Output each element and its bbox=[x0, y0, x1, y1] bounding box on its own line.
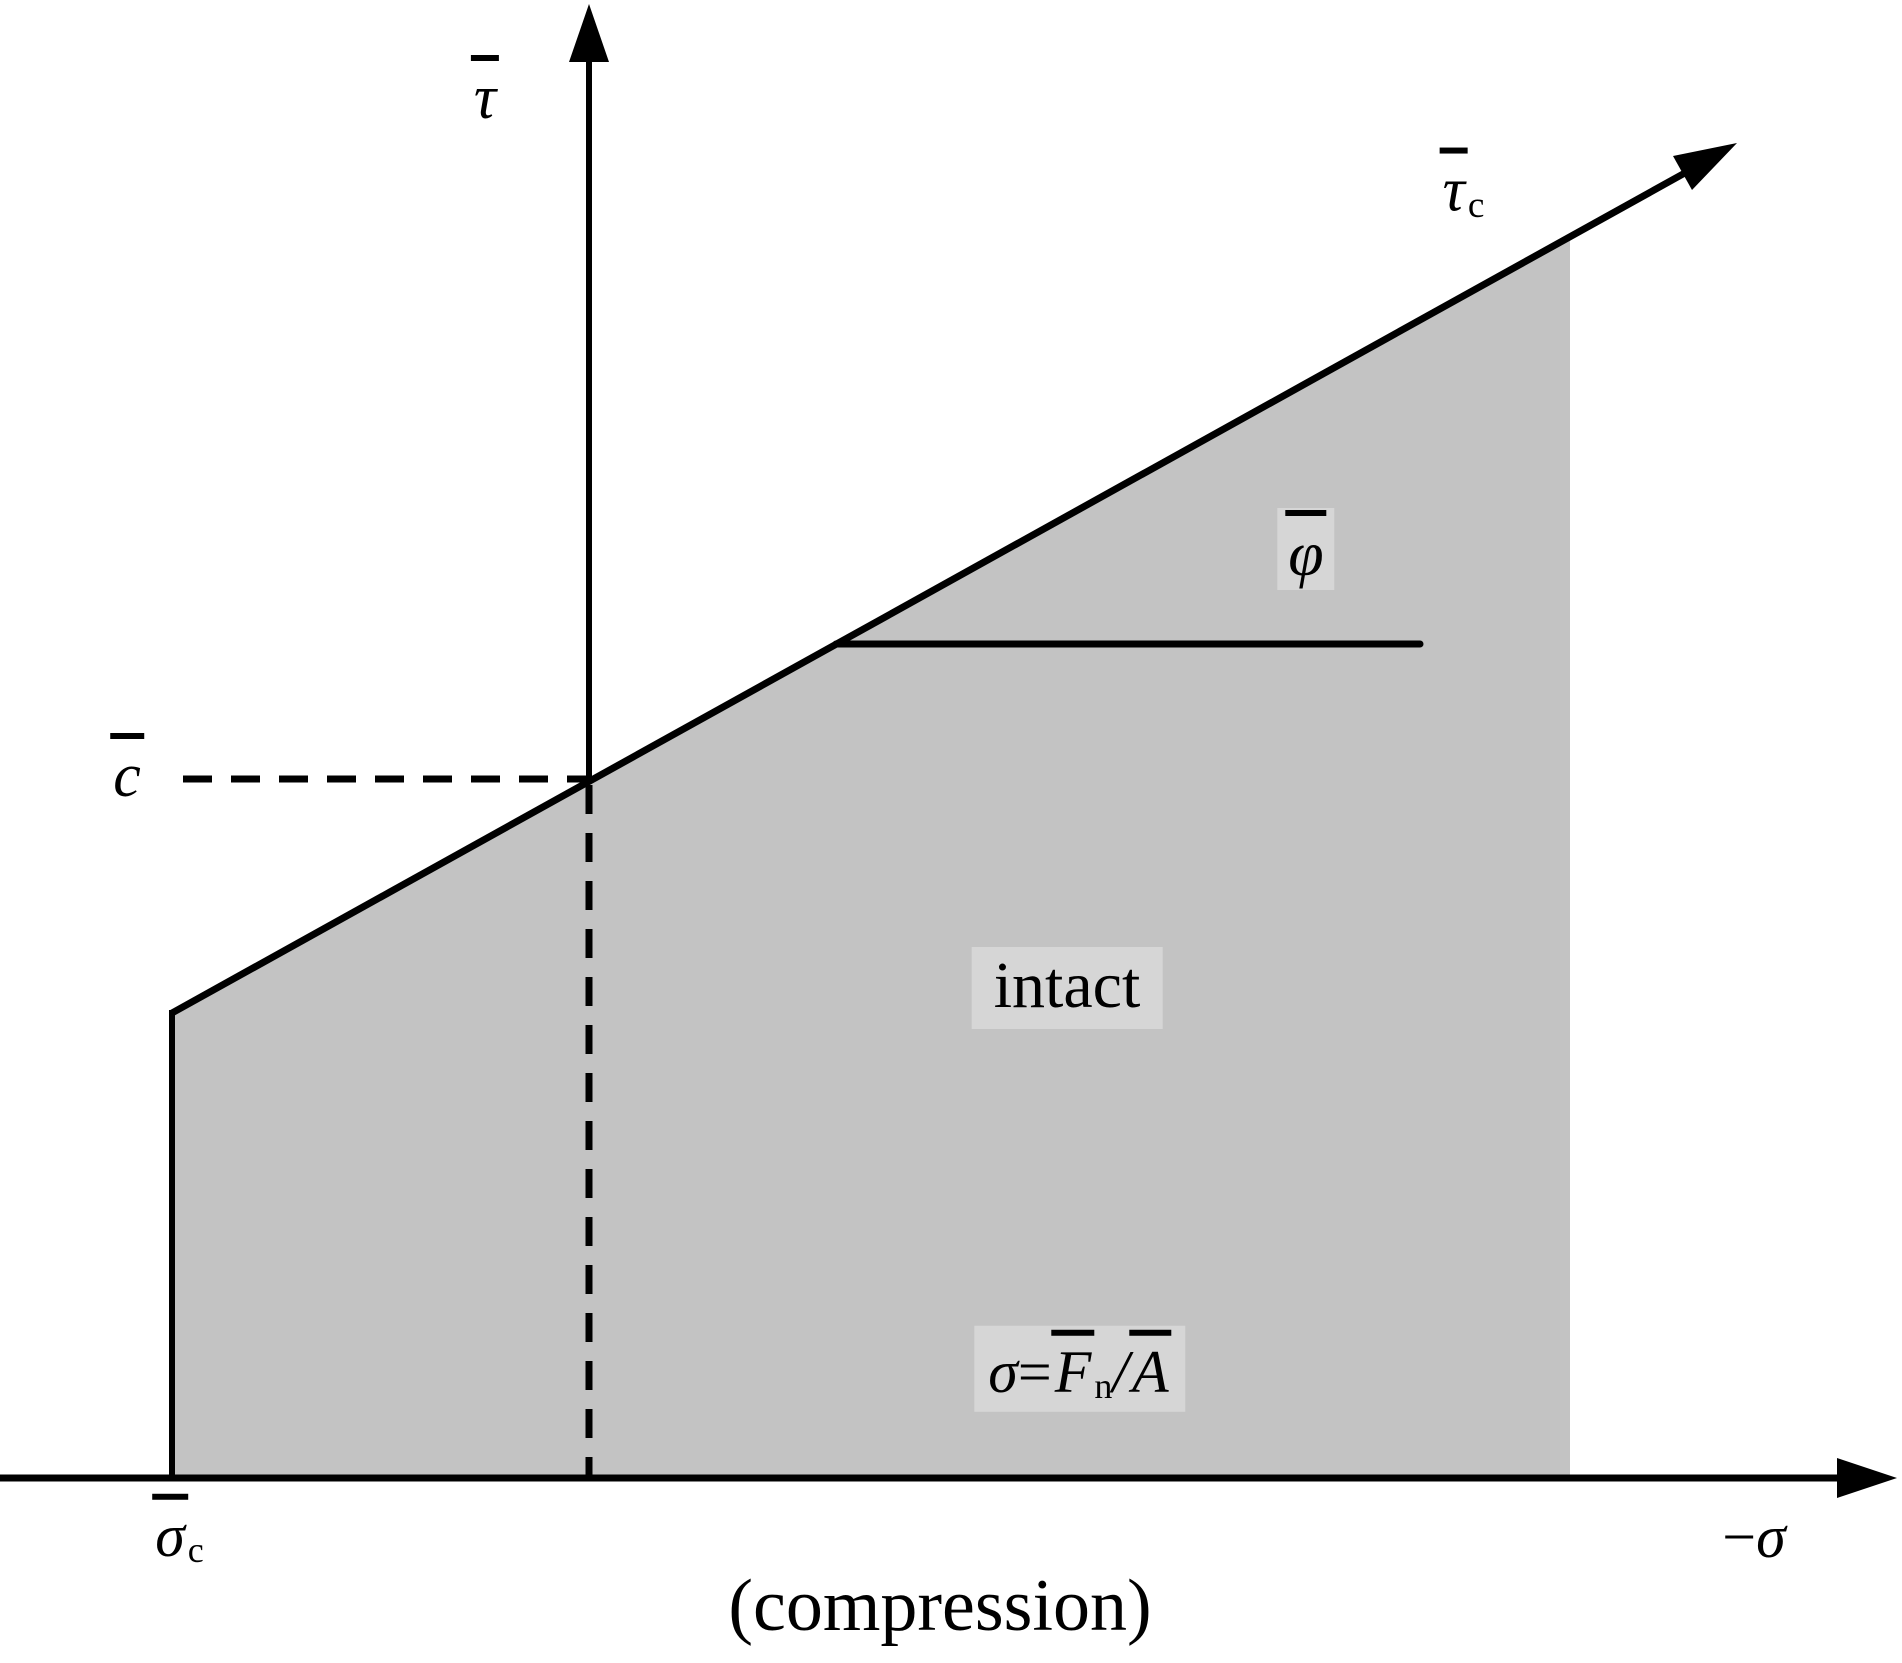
c-symbol: c bbox=[110, 733, 144, 807]
sigma-symbol: σ bbox=[1756, 1504, 1786, 1570]
formula-equals: = bbox=[1017, 1338, 1052, 1405]
formula-slash: / bbox=[1112, 1338, 1130, 1405]
formula-force-subscript: n bbox=[1094, 1366, 1113, 1407]
region-label: intact bbox=[971, 947, 1163, 1029]
y-axis-label: τ bbox=[470, 55, 500, 129]
envelope-line bbox=[170, 165, 1694, 1017]
x-axis-sublabel: (compression) bbox=[728, 1569, 1151, 1643]
formula-force: F bbox=[1051, 1329, 1095, 1402]
formula-sigma: σ bbox=[988, 1338, 1018, 1405]
tau-c-symbol: τ bbox=[1439, 147, 1468, 222]
envelope-arrowhead bbox=[1673, 143, 1737, 190]
sigma-c-subscript: c bbox=[187, 1530, 204, 1571]
intact-region-fill bbox=[172, 236, 1570, 1476]
normal-stress-formula: σ=Fn/A bbox=[974, 1325, 1186, 1413]
envelope-label: τc bbox=[1439, 147, 1485, 227]
sigma-c-symbol: σ bbox=[152, 1493, 188, 1566]
friction-angle-label: φ bbox=[1277, 508, 1335, 590]
x-axis-label: −σ bbox=[1722, 1507, 1785, 1567]
cohesion-label: c bbox=[110, 733, 144, 807]
compressive-strength-label: σc bbox=[152, 1493, 204, 1571]
intact-text: intact bbox=[993, 949, 1141, 1022]
y-axis-arrowhead bbox=[569, 4, 609, 62]
phi-symbol: φ bbox=[1285, 510, 1327, 586]
compression-text: (compression) bbox=[728, 1565, 1152, 1647]
x-axis-arrowhead bbox=[1837, 1458, 1897, 1498]
formula-area: A bbox=[1129, 1329, 1172, 1402]
tau-c-subscript: c bbox=[1467, 185, 1485, 227]
minus-sign: − bbox=[1722, 1504, 1757, 1570]
tau-symbol: τ bbox=[470, 55, 500, 129]
